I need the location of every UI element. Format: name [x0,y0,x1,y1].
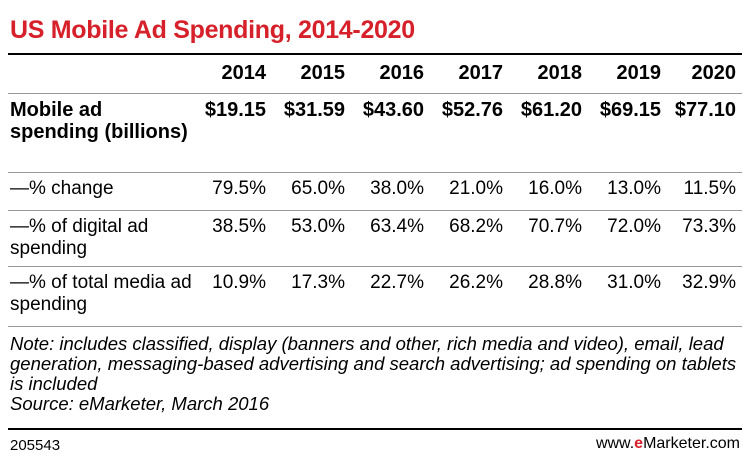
table-cell: $61.20 [520,98,582,121]
table-cell: 21.0% [449,177,503,199]
header-row: 2014 2015 2016 2017 2018 2019 2020 [8,55,742,93]
table-cell: 32.9% [682,271,736,293]
table-row: —% of total media ad spending 10.9% 17.3… [8,266,742,324]
footer-rule [8,428,742,430]
table-cell: 17.3% [291,271,345,293]
year-header: 2020 [691,62,737,84]
table-row: Mobile ad spending (billions) $19.15 $31… [8,93,742,172]
data-table: 2014 2015 2016 2017 2018 2019 2020 Mobil… [8,55,742,324]
table-cell: $52.76 [441,98,503,121]
row-label: —% of total media ad spending [10,271,192,315]
table-cell: 72.0% [607,215,661,237]
chart-title: US Mobile Ad Spending, 2014-2020 [10,16,415,44]
table-cell: $43.60 [362,98,424,121]
year-header: 2014 [221,62,267,84]
brand-suffix: Marketer.com [643,435,740,452]
table-cell: 31.0% [607,271,661,293]
table-row: —% change 79.5% 65.0% 38.0% 21.0% 16.0% … [8,172,742,210]
table-cell: 22.7% [370,271,424,293]
year-header: 2016 [379,62,425,84]
year-header: 2017 [458,62,504,84]
note-text: Note: includes classified, display (bann… [10,333,737,394]
table-cell: 10.9% [212,271,266,293]
table-cell: 79.5% [212,177,266,199]
brand-prefix: www. [595,435,635,452]
table-row: —% of digital ad spending 38.5% 53.0% 63… [8,210,742,266]
source-text: Source: eMarketer, March 2016 [10,393,270,414]
top-rule [8,53,742,55]
table-cell: $77.10 [674,98,736,121]
table-cell: 70.7% [528,215,582,237]
year-header: 2015 [300,62,346,84]
table-cell: 65.0% [291,177,345,199]
table-cell: 63.4% [370,215,424,237]
row-label: —% change [10,177,114,199]
table-cell: 28.8% [528,271,582,293]
row-label: —% of digital ad spending [10,215,149,259]
table-cell: 11.5% [683,177,736,199]
chart-id: 205543 [10,437,61,454]
header-corner [8,55,194,93]
row-label: Mobile ad spending (billions) [10,98,188,143]
table-bottom-rule [8,326,742,327]
table-cell: $31.59 [283,98,345,121]
chart-note: Note: includes classified, display (bann… [10,334,745,414]
table-cell: 38.0% [370,177,424,199]
table-cell: 73.3% [682,215,736,237]
table-cell: 13.0% [607,177,661,199]
table-cell: 38.5% [212,215,266,237]
brand-logo: www.eMarketer.com [596,435,740,453]
table-cell: 16.0% [528,177,582,199]
table-cell: 68.2% [449,215,503,237]
table-cell: $69.15 [599,98,661,121]
year-header: 2018 [537,62,583,84]
table-cell: 26.2% [449,271,503,293]
table-cell: 53.0% [291,215,345,237]
brand-e: e [634,435,644,452]
table-cell: $19.15 [204,98,266,121]
year-header: 2019 [616,62,662,84]
